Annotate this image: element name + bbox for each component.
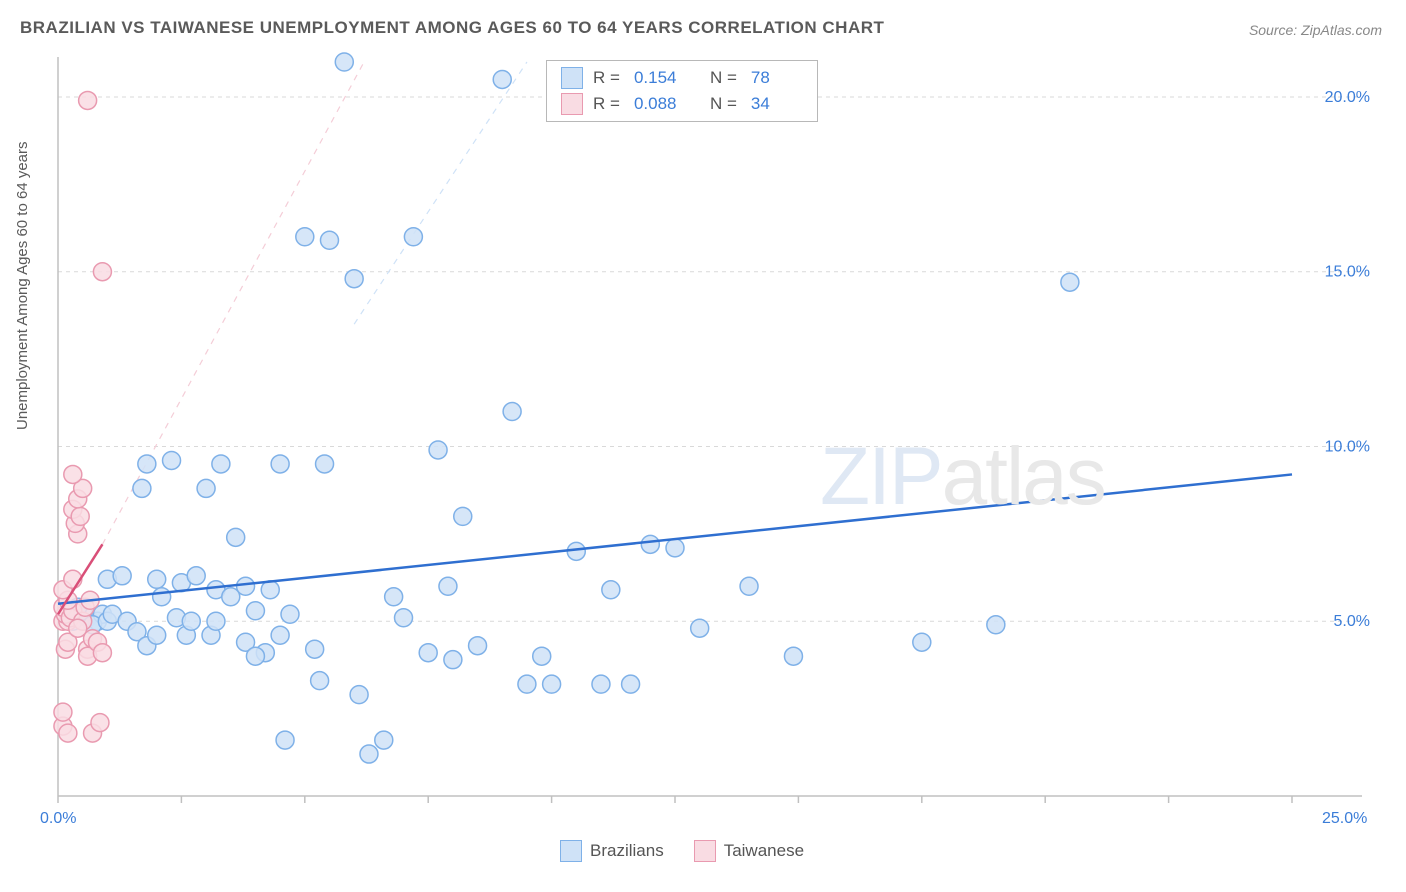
legend-r-value: 0.088 [634,94,686,114]
svg-text:5.0%: 5.0% [1334,613,1370,630]
legend-r-label: R = [593,68,620,88]
x-axis-min-label: 0.0% [40,810,76,828]
svg-text:20.0%: 20.0% [1325,89,1370,106]
y-axis-label: Unemployment Among Ages 60 to 64 years [14,141,31,430]
legend-row: R = 0.154 N = 78 [547,65,817,91]
source-prefix: Source: [1249,22,1301,38]
svg-text:15.0%: 15.0% [1325,264,1370,281]
series-legend-item: Brazilians [560,840,664,862]
legend-swatch [561,93,583,115]
series-legend-label: Taiwanese [724,841,804,861]
source-name: ZipAtlas.com [1301,22,1382,38]
legend-n-value: 78 [751,68,803,88]
legend-r-value: 0.154 [634,68,686,88]
series-legend-swatch [694,840,716,862]
chart-title: BRAZILIAN VS TAIWANESE UNEMPLOYMENT AMON… [20,18,884,38]
correlation-legend: R = 0.154 N = 78 R = 0.088 N = 34 [546,60,818,122]
x-axis-max-label: 25.0% [1322,810,1367,828]
legend-r-label: R = [593,94,620,114]
legend-n-value: 34 [751,94,803,114]
legend-row: R = 0.088 N = 34 [547,91,817,117]
source-attribution: Source: ZipAtlas.com [1249,22,1382,38]
series-legend: Brazilians Taiwanese [560,840,804,862]
svg-text:10.0%: 10.0% [1325,438,1370,455]
legend-swatch [561,67,583,89]
scatter-plot: 5.0% 10.0% 15.0% 20.0% [48,52,1388,832]
legend-n-label: N = [710,68,737,88]
series-legend-label: Brazilians [590,841,664,861]
series-legend-swatch [560,840,582,862]
series-legend-item: Taiwanese [694,840,804,862]
legend-n-label: N = [710,94,737,114]
